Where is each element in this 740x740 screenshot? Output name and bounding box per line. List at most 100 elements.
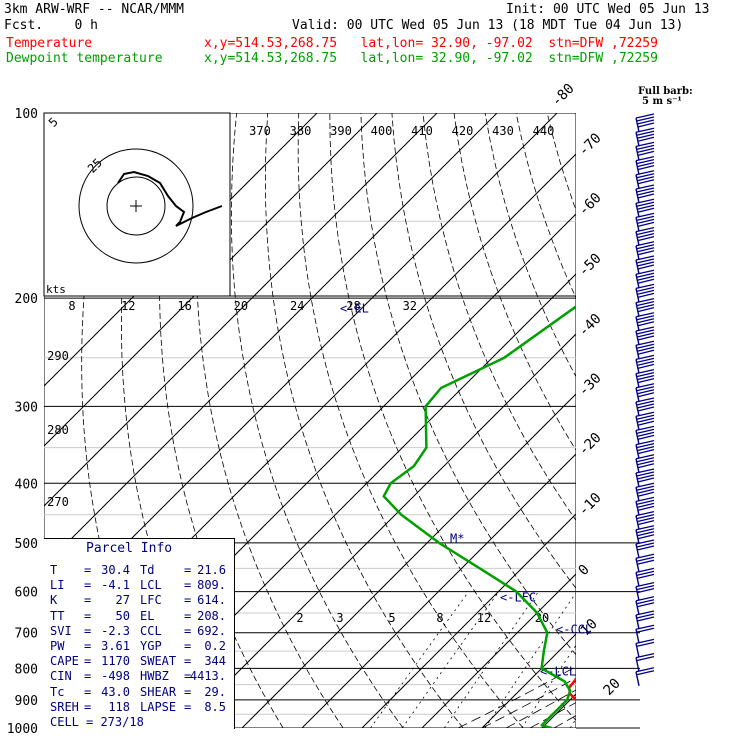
wind-barb-feather bbox=[636, 584, 655, 591]
parcel-eq: = bbox=[84, 593, 92, 608]
wind-barb-feather bbox=[635, 184, 655, 190]
wind-barb-feather bbox=[637, 176, 655, 182]
temperature-legend: Temperature bbox=[6, 36, 93, 51]
isotherm-line bbox=[662, 113, 740, 728]
wind-barb-feather bbox=[637, 221, 655, 228]
dewpoint-legend: Dewpoint temperature bbox=[6, 51, 163, 66]
parcel-eq: = bbox=[184, 563, 192, 577]
wind-barb bbox=[635, 624, 655, 644]
wind-barb-feather bbox=[635, 581, 655, 588]
temperature-location: x,y=514.53,268.75 lat,lon= 32.90, -97.02… bbox=[204, 36, 658, 51]
wind-barb-feather bbox=[635, 226, 655, 233]
dry-adiabat bbox=[609, 113, 740, 728]
wind-barb bbox=[635, 652, 655, 672]
parcel-eq: = bbox=[184, 684, 192, 699]
wind-barb-staff bbox=[635, 288, 640, 303]
level-marker-el: <-EL bbox=[340, 302, 369, 316]
wind-barb-feather bbox=[637, 406, 655, 412]
dry-adiabat bbox=[578, 113, 740, 728]
wind-barb-staff bbox=[635, 132, 640, 147]
wind-barb-feather bbox=[636, 542, 655, 548]
wind-barb-staff bbox=[635, 160, 640, 175]
wind-barb bbox=[635, 539, 655, 559]
wind-barb-feather bbox=[635, 368, 655, 375]
wind-barb-feather bbox=[637, 193, 655, 199]
wind-barb-feather bbox=[637, 502, 655, 509]
hodograph-trace bbox=[117, 170, 223, 227]
parcel-eq: = bbox=[184, 623, 192, 638]
wind-barb-feather bbox=[636, 300, 655, 307]
isotherm-line bbox=[421, 573, 576, 728]
isotherm-label: -80 bbox=[549, 81, 578, 110]
dry-adiabat bbox=[703, 113, 740, 728]
dry-adiabat bbox=[195, 113, 344, 728]
wind-barb-feather bbox=[637, 488, 655, 494]
wind-barb-feather bbox=[637, 545, 655, 551]
wind-barb-feather bbox=[637, 335, 655, 341]
wind-barb-staff bbox=[635, 217, 640, 232]
dry-adiabat bbox=[734, 113, 740, 728]
theta-label: 440 bbox=[533, 124, 555, 138]
wind-barb-feather bbox=[637, 275, 655, 281]
wind-barb-feather bbox=[636, 471, 655, 477]
wind-barb bbox=[635, 127, 655, 147]
wind-barb-feather bbox=[637, 505, 655, 512]
wind-barb-feather bbox=[637, 150, 655, 157]
theta-label: 400 bbox=[371, 124, 393, 138]
wind-barb-feather bbox=[637, 278, 655, 284]
wind-barb-feather bbox=[637, 250, 655, 256]
wind-barb bbox=[635, 596, 655, 615]
wind-barb bbox=[635, 184, 655, 204]
wind-barb-feather bbox=[636, 371, 655, 378]
pressure-label: 300 bbox=[15, 400, 38, 415]
wind-barb-feather bbox=[637, 119, 655, 125]
wind-barb-feather bbox=[636, 215, 655, 222]
parcel-eq: = bbox=[84, 684, 92, 699]
wind-barb-feather bbox=[635, 525, 655, 531]
isotherm-line bbox=[44, 113, 438, 507]
parcel-value: = 273/18 bbox=[86, 715, 144, 729]
wind-barb-feather bbox=[637, 431, 655, 438]
wind-barb-feather bbox=[635, 113, 655, 119]
wind-barb bbox=[635, 439, 655, 459]
pressure-label: 100 bbox=[15, 107, 38, 122]
wind-barb bbox=[635, 340, 655, 360]
wind-barb-staff bbox=[635, 657, 640, 672]
wind-barb-feather bbox=[635, 312, 655, 318]
wind-barb-feather bbox=[636, 556, 655, 562]
theta-label: 430 bbox=[492, 124, 514, 138]
wind-barb-feather bbox=[635, 241, 655, 247]
wind-barb-staff bbox=[635, 444, 640, 459]
dry-adiabat bbox=[230, 113, 404, 728]
isotherm-label: -20 bbox=[576, 430, 605, 459]
wind-barb-feather bbox=[637, 190, 655, 196]
hodograph-unit: kts bbox=[46, 283, 66, 296]
parcel-key: PW bbox=[50, 639, 65, 653]
parcel-info-title: Parcel Info bbox=[86, 541, 173, 556]
isotherm-line bbox=[44, 113, 498, 567]
wind-barb-feather bbox=[636, 329, 655, 335]
wind-barb-feather bbox=[636, 158, 655, 165]
parcel-eq: = bbox=[84, 699, 92, 714]
wind-barb bbox=[635, 525, 655, 544]
mixing-ratio-line bbox=[401, 591, 500, 728]
parcel-key: CCL bbox=[140, 623, 162, 638]
mixing-ratio-label: 12 bbox=[477, 611, 491, 625]
wind-barb-staff bbox=[635, 330, 640, 346]
isotherm-label: 20 bbox=[601, 676, 624, 699]
wind-barb-feather bbox=[636, 386, 655, 392]
parcel-key: YGP bbox=[140, 639, 162, 653]
wind-barb-feather bbox=[637, 218, 655, 225]
pressure-label: 200 bbox=[15, 292, 38, 307]
wind-barb-feather bbox=[637, 516, 655, 523]
wind-barb-staff bbox=[635, 558, 640, 573]
wind-barb-feather bbox=[635, 326, 655, 332]
wind-barb-feather bbox=[635, 652, 655, 659]
theta-label: 420 bbox=[452, 124, 474, 138]
wind-barb-feather bbox=[636, 414, 655, 420]
wind-barb-feather bbox=[635, 439, 655, 446]
wind-barb-feather bbox=[635, 411, 655, 417]
parcel-value: 27 bbox=[115, 593, 130, 608]
isotherm-line bbox=[44, 113, 378, 447]
wind-barb-feather bbox=[637, 247, 655, 253]
